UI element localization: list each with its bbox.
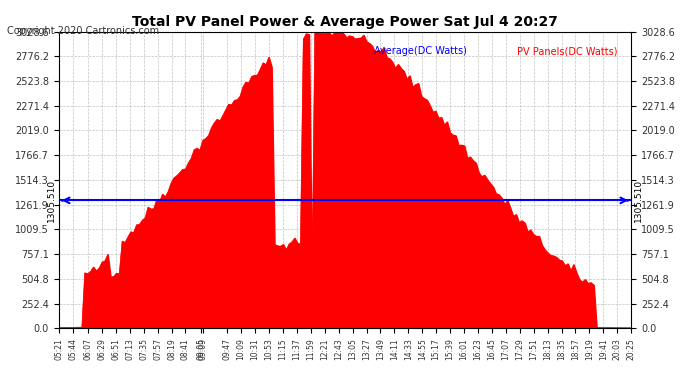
- Text: Average(DC Watts): Average(DC Watts): [373, 46, 466, 56]
- Text: Copyright 2020 Cartronics.com: Copyright 2020 Cartronics.com: [7, 26, 159, 36]
- Text: PV Panels(DC Watts): PV Panels(DC Watts): [517, 46, 617, 56]
- Text: 1305.510: 1305.510: [47, 179, 56, 222]
- Title: Total PV Panel Power & Average Power Sat Jul 4 20:27: Total PV Panel Power & Average Power Sat…: [132, 15, 558, 29]
- Text: 1305.510: 1305.510: [634, 179, 643, 222]
